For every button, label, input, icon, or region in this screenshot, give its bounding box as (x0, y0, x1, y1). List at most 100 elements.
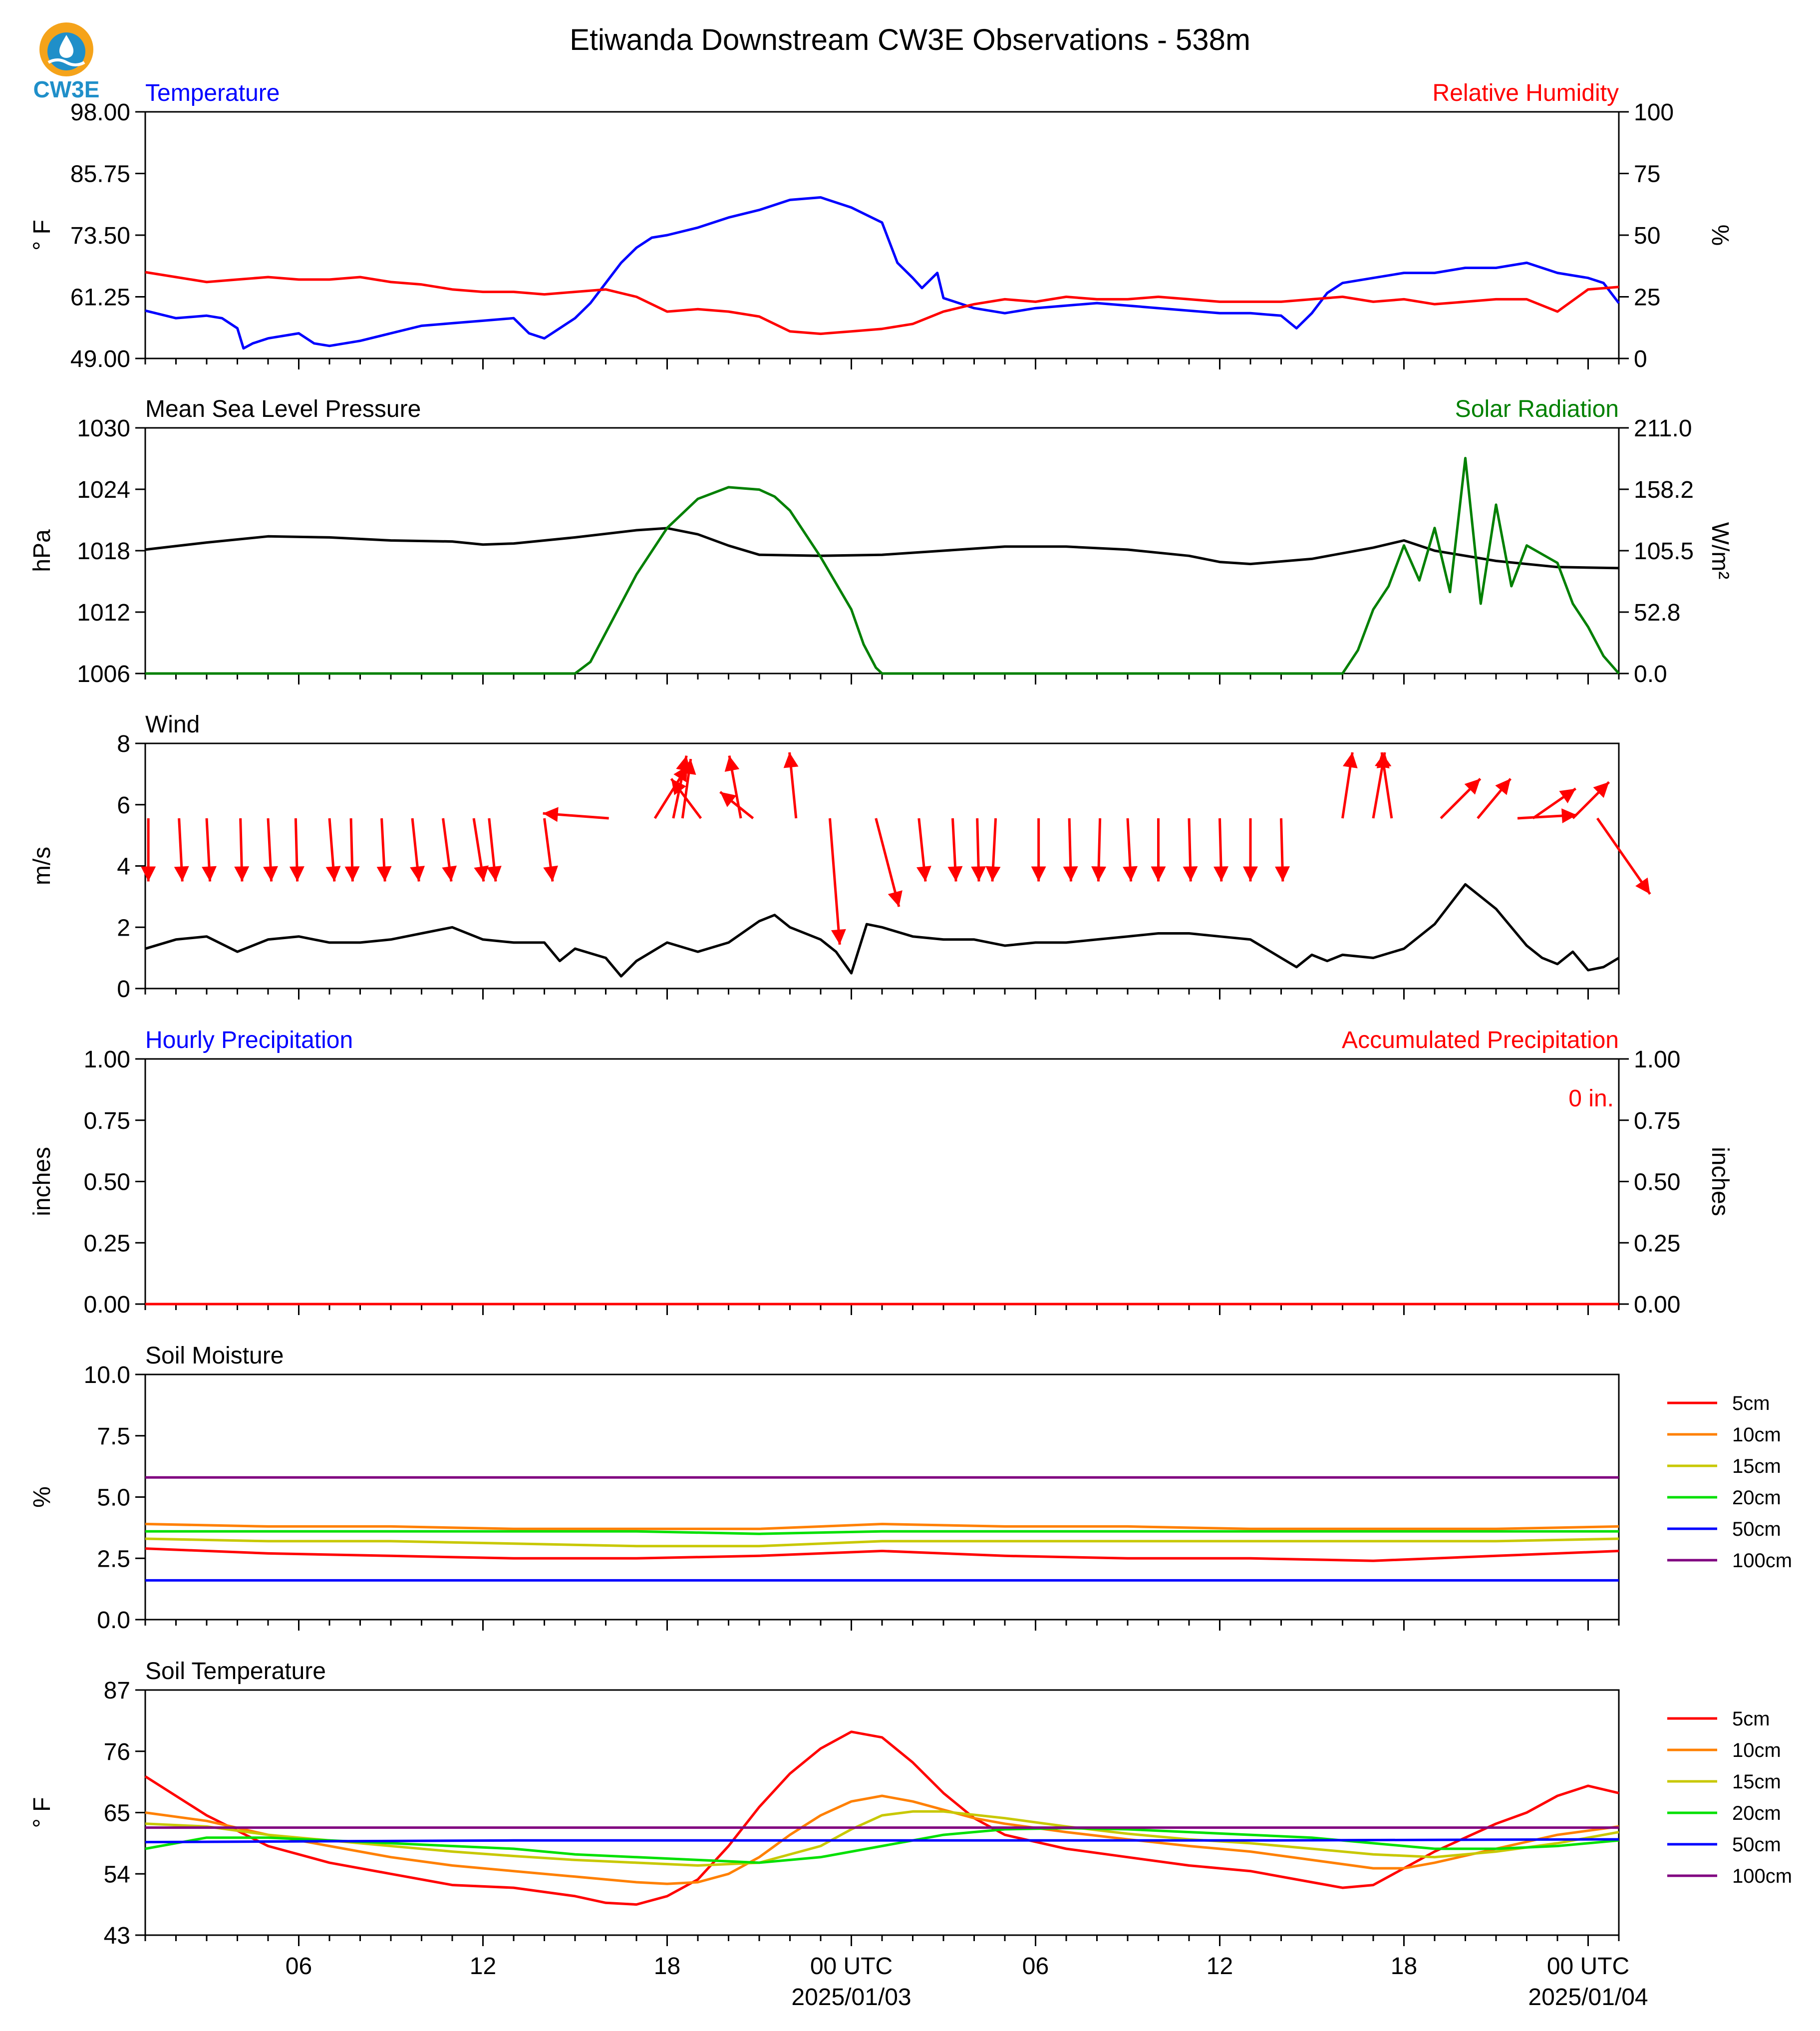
wind-arrow-head (141, 866, 156, 882)
pressure_solar-ylabel-right: W/m² (1707, 522, 1733, 580)
wind-arrow-head (1031, 866, 1046, 882)
x-tick-sublabel: 2025/01/03 (791, 1984, 911, 2011)
wind-arrow (828, 818, 841, 945)
precip-ytick-label-right: 0.50 (1634, 1169, 1680, 1196)
soil_moisture-legend-label: 20cm (1732, 1487, 1781, 1509)
soil_temp-legend-label: 100cm (1732, 1865, 1792, 1887)
x-tick-label: 18 (1391, 1953, 1417, 1980)
soil_moisture-legend-label: 5cm (1732, 1392, 1770, 1414)
precip-ytick-label-left: 0.50 (84, 1169, 130, 1196)
wind-arrow-head (831, 929, 846, 945)
x-tick-label: 00 UTC (1547, 1953, 1629, 1980)
pressure_solar-frame (144, 427, 1620, 675)
wind-arrow-head (174, 866, 189, 882)
wind-arrow-head (376, 866, 392, 882)
temp_rh-title-right: Relative Humidity (1433, 80, 1619, 106)
soil_temp-ylabel-left: ° F (29, 1797, 55, 1828)
wind-arrow-head (1151, 866, 1166, 882)
wind-arrow-head (985, 866, 1001, 882)
temp_rh-ytick-label-left: 98.00 (70, 99, 130, 126)
soil_temp-legend-label: 20cm (1732, 1802, 1781, 1824)
soil_moisture-ytick-label-left: 7.5 (97, 1423, 130, 1450)
wind-arrow-head (543, 807, 559, 822)
soil_moisture-ytick-label-left: 10.0 (84, 1362, 130, 1388)
wind-arrow-head (1593, 782, 1609, 798)
temp_rh-ytick-label-right: 0 (1634, 346, 1647, 372)
pressure_solar-ytick-label-right: 52.8 (1634, 600, 1680, 626)
wind-arrow-head (971, 866, 986, 882)
pressure_solar-ytick-label-left: 1024 (77, 477, 130, 503)
x-tick-label: 00 UTC (810, 1953, 893, 1980)
soil_moisture-ytick-label-left: 2.5 (97, 1546, 130, 1572)
panels-group: 98.00 85.75 73.50 61.25 49.00 100 75 50 25 0 Tempe… (29, 80, 1792, 2011)
precip-ytick-label-left: 0.00 (84, 1292, 130, 1318)
wind-arrow-head (410, 866, 425, 882)
soil_moisture-frame (144, 1373, 1620, 1621)
precip-ytick-label-left: 0.25 (84, 1230, 130, 1257)
wind-arrow-head (1635, 877, 1650, 894)
soil_moisture-series-5cm (145, 1547, 1619, 1562)
wind-arrow-head (1243, 866, 1258, 882)
temp_rh-ytick-label-left: 73.50 (70, 223, 130, 249)
wind-series-wind-speed (145, 883, 1620, 978)
wind-ytick-label-left: 6 (117, 792, 130, 819)
soil_temp-series-10cm (145, 1794, 1619, 1885)
x-tick-sublabel: 2025/01/04 (1528, 1984, 1648, 2011)
logo-text: CW3E (33, 76, 100, 102)
temp_rh-ytick-label-left: 85.75 (70, 161, 130, 188)
x-tick-label: 12 (470, 1953, 496, 1980)
wind-arrow-head (888, 890, 903, 907)
wind-arrow-head (289, 866, 304, 882)
precip-title-left: Hourly Precipitation (145, 1027, 353, 1053)
temp_rh-ylabel-left: ° F (29, 220, 55, 251)
pressure_solar-ytick-label-right: 105.5 (1634, 538, 1694, 565)
soil_temp-series-20cm (145, 1827, 1619, 1864)
wind-arrow-head (783, 752, 799, 768)
temp_rh-ytick-label-left: 61.25 (70, 285, 130, 311)
wind-arrow-head (671, 778, 686, 795)
wind-arrow-head (1091, 866, 1107, 882)
wind-ytick-label-left: 0 (117, 976, 130, 1003)
soil_temp-legend-label: 10cm (1732, 1739, 1781, 1761)
precip-ytick-label-left: 0.75 (84, 1108, 130, 1134)
soil_temp-title-left: Soil Temperature (145, 1658, 326, 1685)
pressure_solar-title-left: Mean Sea Level Pressure (145, 396, 421, 422)
precip-ytick-label-right: 0.00 (1634, 1292, 1680, 1318)
soil_temp-ytick-label-left: 54 (104, 1861, 130, 1888)
pressure_solar-ytick-label-right: 0.0 (1634, 661, 1667, 687)
temp_rh-series-relative-humidity (145, 271, 1619, 336)
pressure_solar-ytick-label-left: 1012 (77, 600, 130, 626)
precip-ylabel-left: inches (29, 1147, 55, 1216)
wind-arrow-head (681, 759, 696, 775)
pressure_solar-series-solar-radiation (145, 457, 1620, 675)
wind-arrow-head (1213, 866, 1229, 882)
wind-arrow-head (1561, 808, 1577, 824)
wind-arrow (875, 818, 901, 907)
wind-arrow-head (344, 866, 360, 882)
soil_moisture-ytick-label-left: 5.0 (97, 1485, 130, 1511)
chart-title: Etiwanda Downstream CW3E Observations - … (570, 23, 1250, 56)
precip-ytick-label-right: 0.25 (1634, 1230, 1680, 1257)
wind-arrow-head (474, 865, 489, 882)
soil_moisture-title-left: Soil Moisture (145, 1343, 284, 1369)
x-tick-label: 06 (286, 1953, 312, 1980)
wind-arrow-head (947, 866, 963, 882)
soil_temp-ytick-label-left: 87 (104, 1678, 130, 1704)
pressure_solar-ytick-label-right: 211.0 (1634, 415, 1692, 442)
temp_rh-ytick-label-left: 49.00 (70, 346, 130, 372)
wind-arrow-head (442, 865, 457, 882)
wind-arrow-head (720, 792, 737, 807)
soil_moisture-legend-label: 100cm (1732, 1550, 1792, 1572)
precip-ytick-label-right: 1.00 (1634, 1046, 1680, 1073)
wind-arrow-head (202, 866, 217, 882)
soil_temp-series-5cm (144, 1730, 1619, 1906)
wind-arrow-head (1464, 778, 1481, 795)
soil_temp-ytick-label-left: 76 (104, 1739, 130, 1765)
soil_moisture-series-15cm (145, 1537, 1619, 1548)
temp_rh-title-left: Temperature (145, 80, 280, 106)
soil_temp-ytick-label-left: 43 (104, 1923, 130, 1949)
wind-arrow-head (1275, 866, 1290, 882)
soil_temp-series-50cm (145, 1838, 1619, 1844)
soil_moisture-legend-label: 50cm (1732, 1518, 1781, 1540)
wind-arrow-head (1183, 866, 1198, 882)
